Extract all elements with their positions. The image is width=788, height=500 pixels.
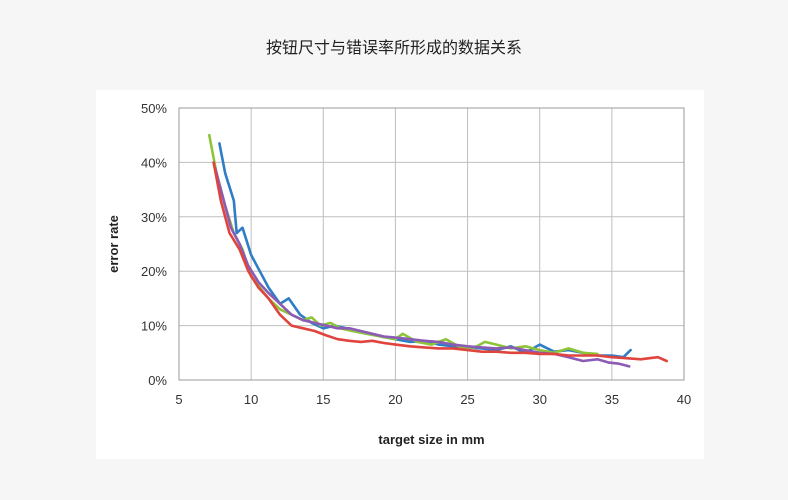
series-lines — [208, 133, 669, 368]
page-title: 按钮尺寸与错误率所形成的数据关系 — [265, 38, 522, 57]
x-tick-label: 35 — [605, 392, 619, 407]
y-tick-label: 40% — [141, 155, 167, 170]
x-tick-label: 5 — [175, 392, 182, 407]
series-line-4 — [212, 161, 669, 363]
series-line-2 — [208, 133, 599, 356]
plot-border — [178, 107, 685, 381]
x-tick-label: 15 — [316, 392, 330, 407]
x-tick-label: 25 — [460, 392, 474, 407]
y-tick-label: 0% — [148, 373, 167, 388]
tick-labels: 0% 10% 20% 30% 40% 50% 5 10 15 20 25 30 35 40 — [141, 101, 691, 407]
x-axis-title: target size in mm — [378, 432, 484, 447]
x-tick-label: 20 — [388, 392, 402, 407]
y-axis-title: error rate — [106, 215, 121, 273]
x-tick-label: 40 — [677, 392, 691, 407]
y-tick-label: 10% — [141, 319, 167, 334]
x-tick-label: 30 — [532, 392, 546, 407]
line-chart: 0% 10% 20% 30% 40% 50% 5 10 15 20 25 30 35 40 target … — [106, 101, 691, 447]
y-tick-label: 20% — [141, 264, 167, 279]
y-tick-label: 50% — [141, 101, 167, 116]
y-tick-label: 30% — [141, 210, 167, 225]
grid-lines — [178, 107, 685, 381]
series-line-3 — [213, 166, 631, 368]
x-tick-label: 10 — [244, 392, 258, 407]
chart-card: 0% 10% 20% 30% 40% 50% 5 10 15 20 25 30 35 40 target … — [96, 90, 704, 459]
